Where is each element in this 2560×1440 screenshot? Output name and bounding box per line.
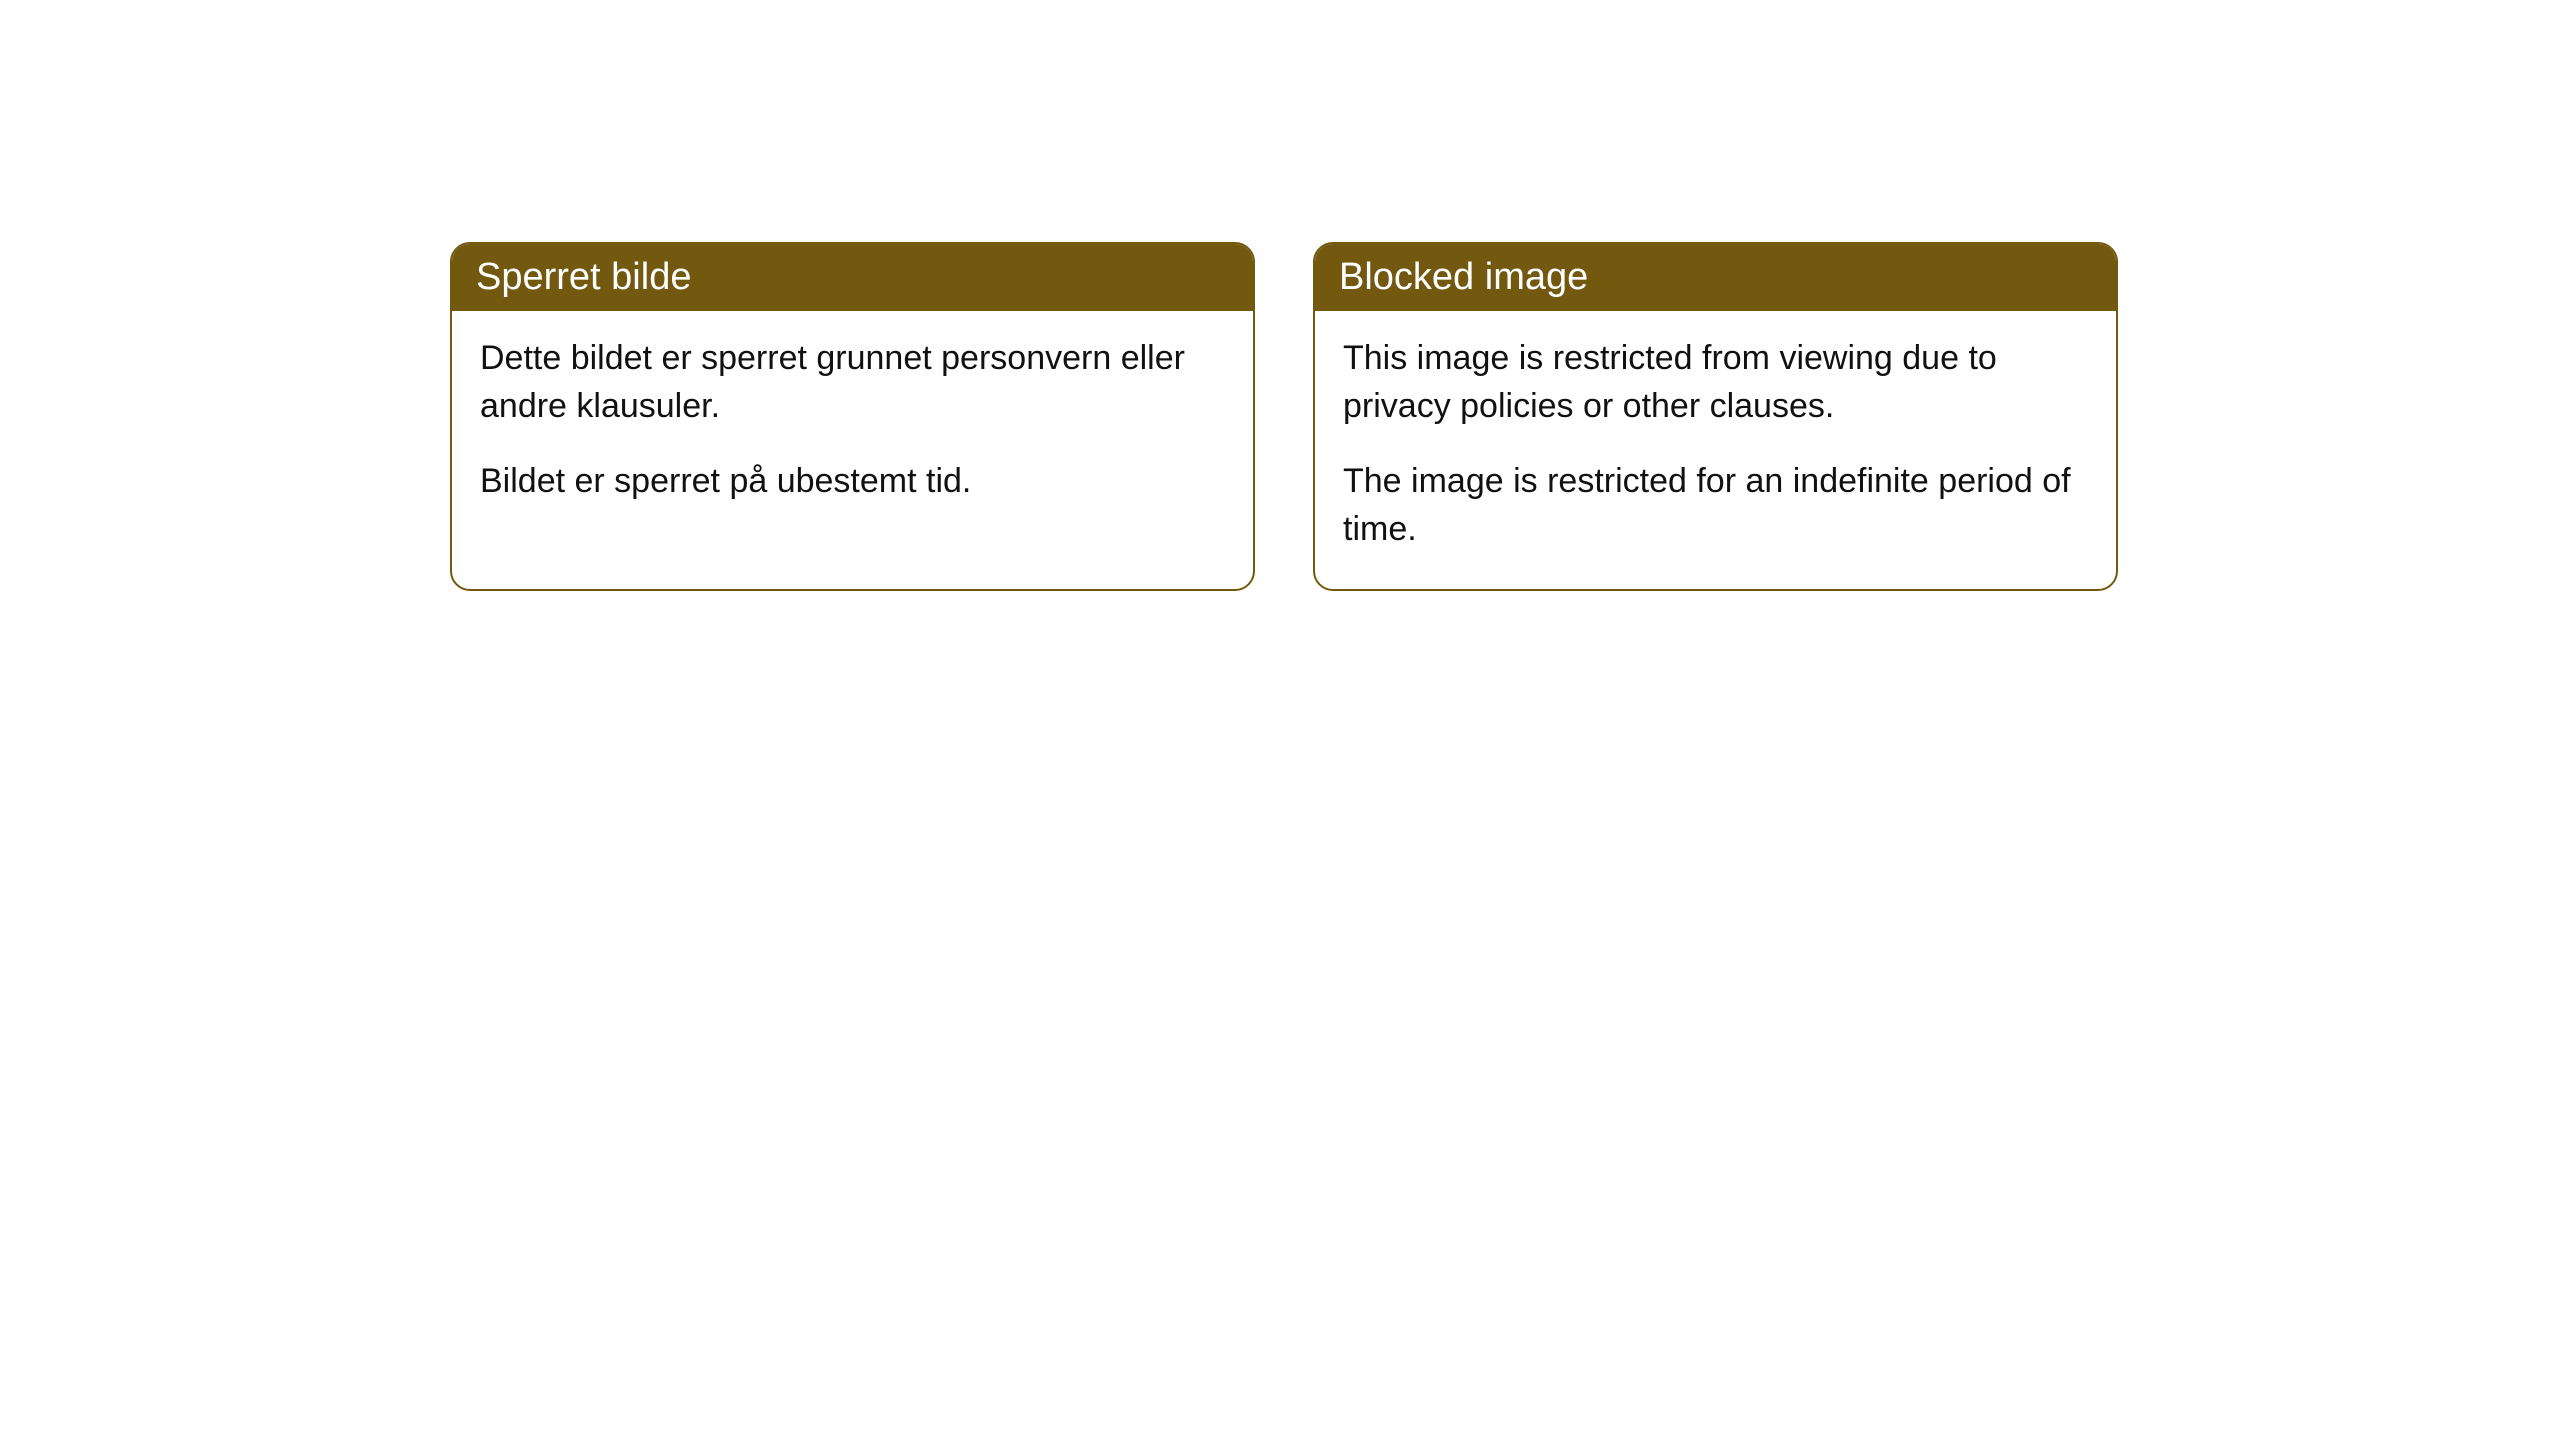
- card-body: Dette bildet er sperret grunnet personve…: [452, 311, 1253, 542]
- notice-card-english: Blocked image This image is restricted f…: [1313, 242, 2118, 591]
- notice-text-2: Bildet er sperret på ubestemt tid.: [480, 458, 1225, 506]
- notice-card-norwegian: Sperret bilde Dette bildet er sperret gr…: [450, 242, 1255, 591]
- card-header: Sperret bilde: [452, 244, 1253, 311]
- notice-text-1: This image is restricted from viewing du…: [1343, 335, 2088, 430]
- notice-text-1: Dette bildet er sperret grunnet personve…: [480, 335, 1225, 430]
- notice-text-2: The image is restricted for an indefinit…: [1343, 458, 2088, 553]
- card-title: Blocked image: [1339, 256, 1588, 298]
- card-title: Sperret bilde: [476, 256, 691, 298]
- card-header: Blocked image: [1315, 244, 2116, 311]
- card-body: This image is restricted from viewing du…: [1315, 311, 2116, 589]
- notice-cards-container: Sperret bilde Dette bildet er sperret gr…: [450, 242, 2118, 591]
